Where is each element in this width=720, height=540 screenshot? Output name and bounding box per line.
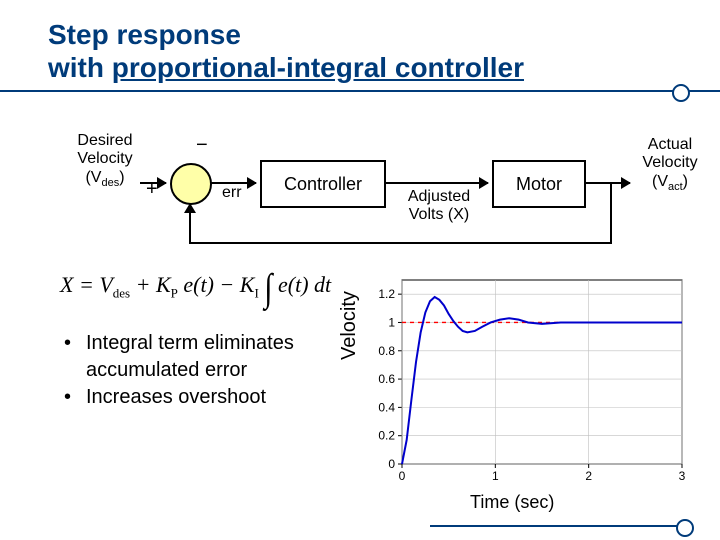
- err-label: err: [222, 184, 242, 202]
- feedback-down: [610, 182, 612, 242]
- input-label-l3c: ): [119, 169, 124, 186]
- bullet-1: •Integral term eliminates accumulated er…: [64, 330, 346, 384]
- summing-junction: [170, 163, 212, 205]
- output-l3b: act: [668, 181, 683, 193]
- eq-et1: e(t): [178, 272, 220, 297]
- input-label-l3a: (V: [85, 169, 101, 186]
- feedback-across: [189, 242, 612, 244]
- output-l2: Velocity: [642, 154, 697, 171]
- controller-block: Controller: [260, 160, 386, 208]
- svg-text:0.6: 0.6: [378, 372, 395, 386]
- svg-text:0: 0: [399, 469, 406, 483]
- svg-text:2: 2: [585, 469, 592, 483]
- equation: X = Vdes + KP e(t) − KI ∫ e(t) dt: [60, 272, 331, 306]
- output-l1: Actual: [648, 136, 692, 153]
- input-label: Desired Velocity (Vdes): [60, 132, 150, 190]
- svg-text:3: 3: [679, 469, 686, 483]
- title-line2a: with: [48, 52, 112, 83]
- eq-integral: ∫: [264, 267, 272, 311]
- bullet-2: •Increases overshoot: [64, 384, 346, 411]
- eq-X: X: [60, 272, 73, 297]
- eq-et2: e(t) dt: [273, 272, 332, 297]
- eq-Ki-sub: I: [254, 285, 258, 300]
- y-axis-label: Velocity: [338, 291, 361, 360]
- minus-symbol: −: [196, 134, 208, 157]
- output-l3c: ): [683, 173, 688, 190]
- svg-text:0: 0: [388, 457, 395, 471]
- footer-rule: [430, 525, 690, 527]
- adjusted-l2: Volts (X): [409, 206, 469, 223]
- plus-symbol: +: [146, 178, 158, 201]
- svg-text:1: 1: [388, 315, 395, 329]
- page-title: Step response with proportional-integral…: [48, 18, 524, 84]
- title-line1: Step response: [48, 19, 241, 50]
- svg-text:0.4: 0.4: [378, 400, 395, 414]
- arrow-adjusted: [384, 182, 488, 184]
- title-line2b: proportional-integral controller: [112, 52, 524, 83]
- bullet-list: •Integral term eliminates accumulated er…: [64, 330, 346, 411]
- eq-minus: −: [219, 272, 239, 297]
- motor-block: Motor: [492, 160, 586, 208]
- svg-text:0.8: 0.8: [378, 344, 395, 358]
- bullet-2-text: Increases overshoot: [86, 384, 266, 411]
- eq-Ki: K: [240, 272, 255, 297]
- title-rule: [0, 90, 720, 92]
- output-l3a: (V: [652, 173, 668, 190]
- svg-text:1.2: 1.2: [378, 287, 395, 301]
- step-response-chart: 0 0.2 0.4 0.6 0.8 1 1.2 0 1 2 3: [360, 272, 690, 492]
- block-diagram: Desired Velocity (Vdes) + − err Controll…: [0, 120, 720, 250]
- eq-Vdes-sub: des: [113, 285, 130, 300]
- x-axis-label: Time (sec): [470, 492, 554, 513]
- arrow-out: [584, 182, 630, 184]
- svg-text:0.2: 0.2: [378, 429, 395, 443]
- input-label-l2: Velocity: [77, 150, 132, 167]
- adjusted-label: Adjusted Volts (X): [394, 188, 484, 225]
- eq-Kp-sub: P: [171, 285, 178, 300]
- input-label-l3b: des: [101, 177, 119, 189]
- eq-plus1: +: [130, 272, 156, 297]
- controller-label: Controller: [284, 174, 362, 195]
- output-label: Actual Velocity (Vact): [630, 136, 710, 194]
- eq-eq: =: [73, 272, 99, 297]
- input-label-l1: Desired: [77, 132, 132, 149]
- feedback-up: [189, 204, 191, 242]
- eq-Kp: K: [156, 272, 171, 297]
- motor-label: Motor: [516, 174, 562, 195]
- adjusted-l1: Adjusted: [408, 188, 470, 205]
- svg-text:1: 1: [492, 469, 499, 483]
- eq-Vdes: V: [99, 272, 112, 297]
- bullet-1-text: Integral term eliminates accumulated err…: [86, 330, 346, 384]
